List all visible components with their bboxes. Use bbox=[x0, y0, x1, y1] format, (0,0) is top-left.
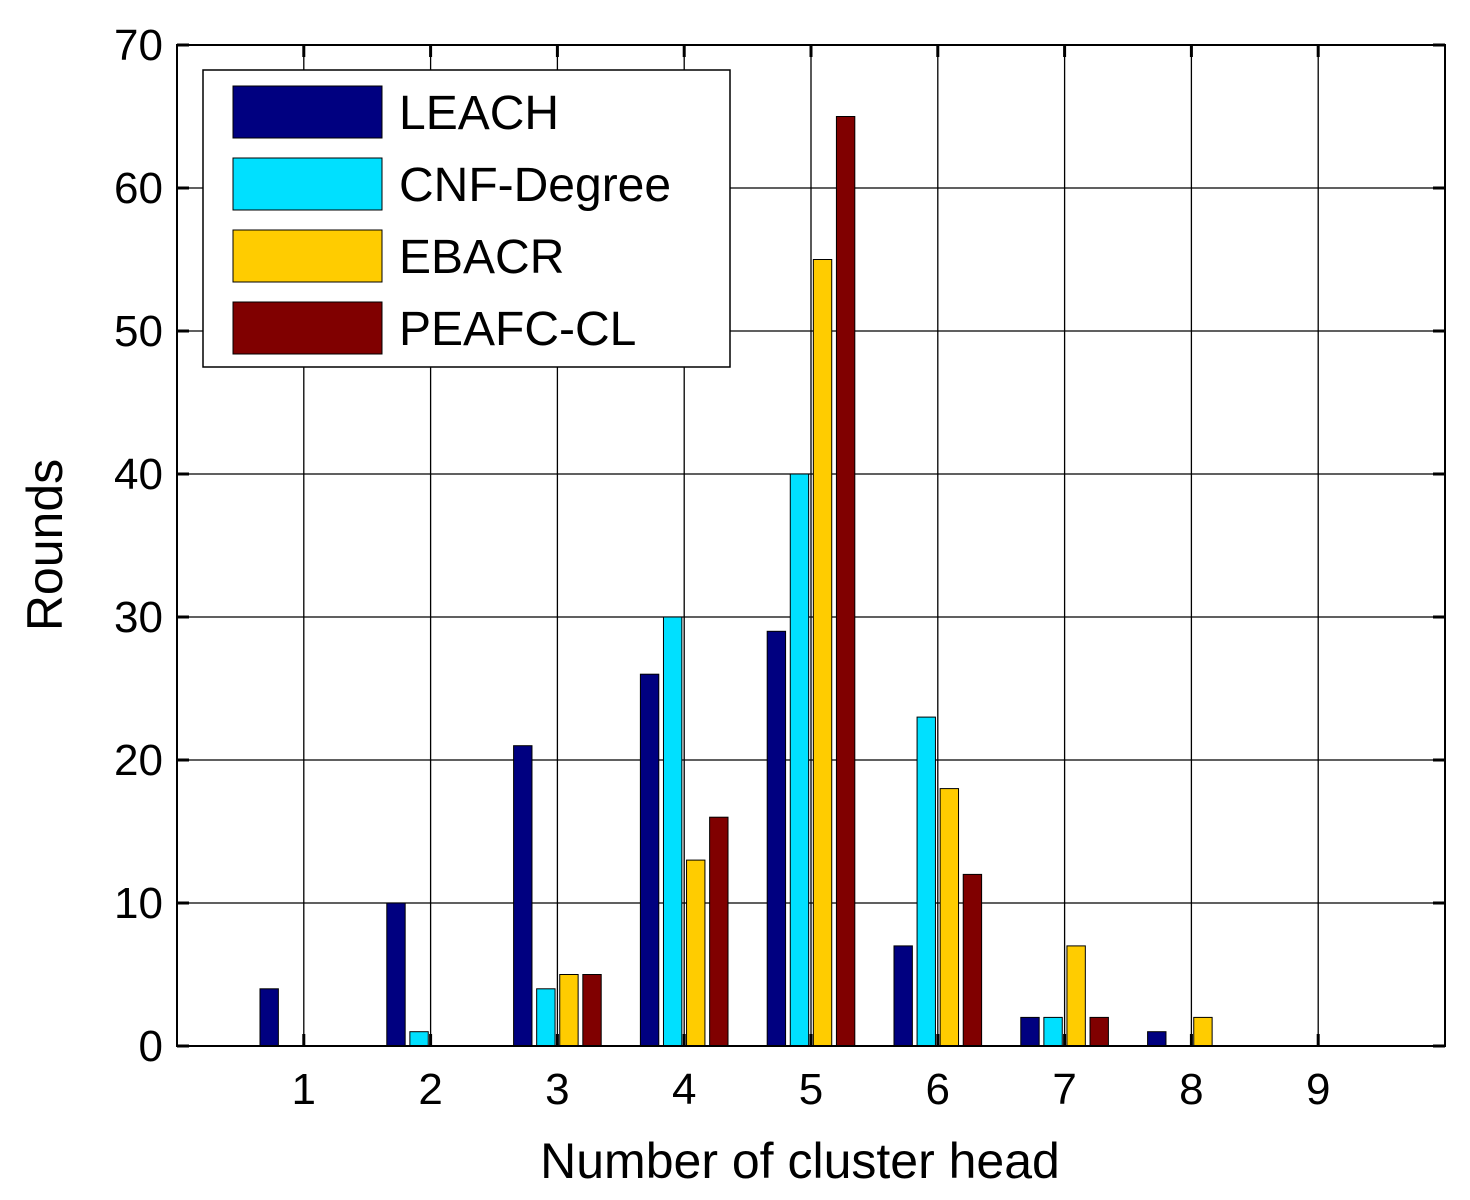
legend-swatch bbox=[232, 157, 383, 211]
bar-leach bbox=[1147, 1031, 1167, 1047]
x-tick-label: 8 bbox=[1179, 1065, 1203, 1114]
x-tick-label: 5 bbox=[799, 1065, 823, 1114]
legend-label: LEACH bbox=[399, 87, 559, 140]
legend-label: PEAFC-CL bbox=[399, 303, 636, 356]
bar-cnf-degree bbox=[536, 988, 556, 1047]
bar-leach bbox=[893, 945, 913, 1047]
x-tick-label: 7 bbox=[1052, 1065, 1076, 1114]
bar-ebacr bbox=[1066, 945, 1086, 1047]
x-tick-label: 9 bbox=[1306, 1065, 1330, 1114]
bar-peafc-cl bbox=[962, 873, 983, 1047]
bar-leach bbox=[259, 988, 279, 1047]
bar-leach bbox=[386, 902, 406, 1047]
y-tick-label: 30 bbox=[114, 593, 163, 642]
ticks: 0 10 20 30 40 50 60 70 1 2 3 4 5 6 7 8 9 bbox=[114, 21, 1445, 1114]
legend: LEACH CNF-Degree EBACR PEAFC-CL bbox=[202, 69, 731, 368]
x-tick-label: 1 bbox=[292, 1065, 316, 1114]
bar-cnf-degree bbox=[916, 716, 936, 1047]
legend-swatch bbox=[232, 229, 383, 283]
legend-label: EBACR bbox=[399, 231, 564, 284]
bar-peafc-cl bbox=[1089, 1016, 1109, 1047]
bar-leach bbox=[513, 745, 533, 1047]
bar-leach bbox=[639, 673, 660, 1047]
y-tick-label: 20 bbox=[114, 736, 163, 785]
bar-leach bbox=[766, 630, 787, 1047]
x-tick-label: 3 bbox=[545, 1065, 569, 1114]
bar-cnf-degree bbox=[1043, 1016, 1063, 1047]
bar-leach bbox=[1020, 1016, 1040, 1047]
bar-peafc-cl bbox=[582, 974, 602, 1047]
y-tick-label: 10 bbox=[114, 879, 163, 928]
x-axis-title: Number of cluster head bbox=[540, 1133, 1060, 1189]
bar-ebacr bbox=[939, 788, 960, 1047]
y-tick-label: 60 bbox=[114, 164, 163, 213]
bar-ebacr bbox=[559, 974, 579, 1047]
legend-label: CNF-Degree bbox=[399, 159, 671, 212]
y-tick-label: 50 bbox=[114, 307, 163, 356]
bar-ebacr bbox=[686, 859, 706, 1047]
bars bbox=[259, 116, 1213, 1047]
bar-ebacr bbox=[1193, 1016, 1213, 1047]
bar-ebacr bbox=[812, 259, 833, 1047]
x-tick-label: 4 bbox=[672, 1065, 696, 1114]
bar-cnf-degree bbox=[662, 616, 683, 1047]
x-tick-label: 6 bbox=[926, 1065, 950, 1114]
y-tick-label: 70 bbox=[114, 21, 163, 70]
legend-swatch bbox=[232, 85, 383, 139]
x-tick-label: 2 bbox=[418, 1065, 442, 1114]
y-tick-label: 40 bbox=[114, 450, 163, 499]
bar-cnf-degree bbox=[409, 1031, 429, 1047]
bar-peafc-cl bbox=[709, 816, 729, 1047]
y-tick-label: 0 bbox=[139, 1022, 163, 1071]
y-axis-title: Rounds bbox=[17, 459, 73, 631]
legend-swatch bbox=[232, 301, 383, 355]
bar-cnf-degree bbox=[789, 473, 810, 1047]
bar-peafc-cl bbox=[835, 116, 856, 1047]
